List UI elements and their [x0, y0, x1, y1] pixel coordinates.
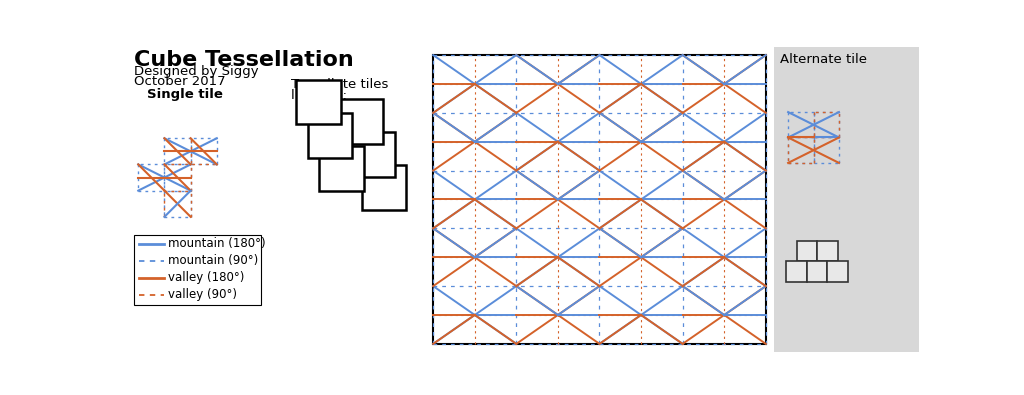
Text: mountain (180°): mountain (180°) [168, 237, 266, 250]
Bar [774, 47, 920, 352]
Bar [350, 132, 394, 177]
Bar [785, 261, 807, 282]
Bar [307, 113, 352, 158]
Bar [339, 99, 383, 144]
Bar [361, 165, 407, 210]
Text: October 2017: October 2017 [134, 75, 226, 88]
Text: Alternate tile: Alternate tile [780, 53, 867, 66]
Text: mountain (90°): mountain (90°) [168, 254, 258, 267]
Text: Designed by Siggy: Designed by Siggy [134, 65, 259, 78]
Text: like this:: like this: [291, 89, 347, 102]
Bar [807, 261, 827, 282]
Bar [827, 261, 848, 282]
Bar [296, 80, 341, 124]
Text: valley (180°): valley (180°) [168, 271, 245, 284]
Text: Tessellate tiles: Tessellate tiles [291, 78, 388, 91]
Text: valley (90°): valley (90°) [168, 288, 238, 301]
Bar [433, 55, 766, 344]
Bar [319, 146, 364, 191]
Bar [134, 235, 261, 305]
Text: Single tile: Single tile [147, 88, 223, 101]
Bar [797, 241, 817, 261]
Text: Cube Tessellation: Cube Tessellation [134, 50, 354, 70]
Bar [817, 241, 839, 261]
